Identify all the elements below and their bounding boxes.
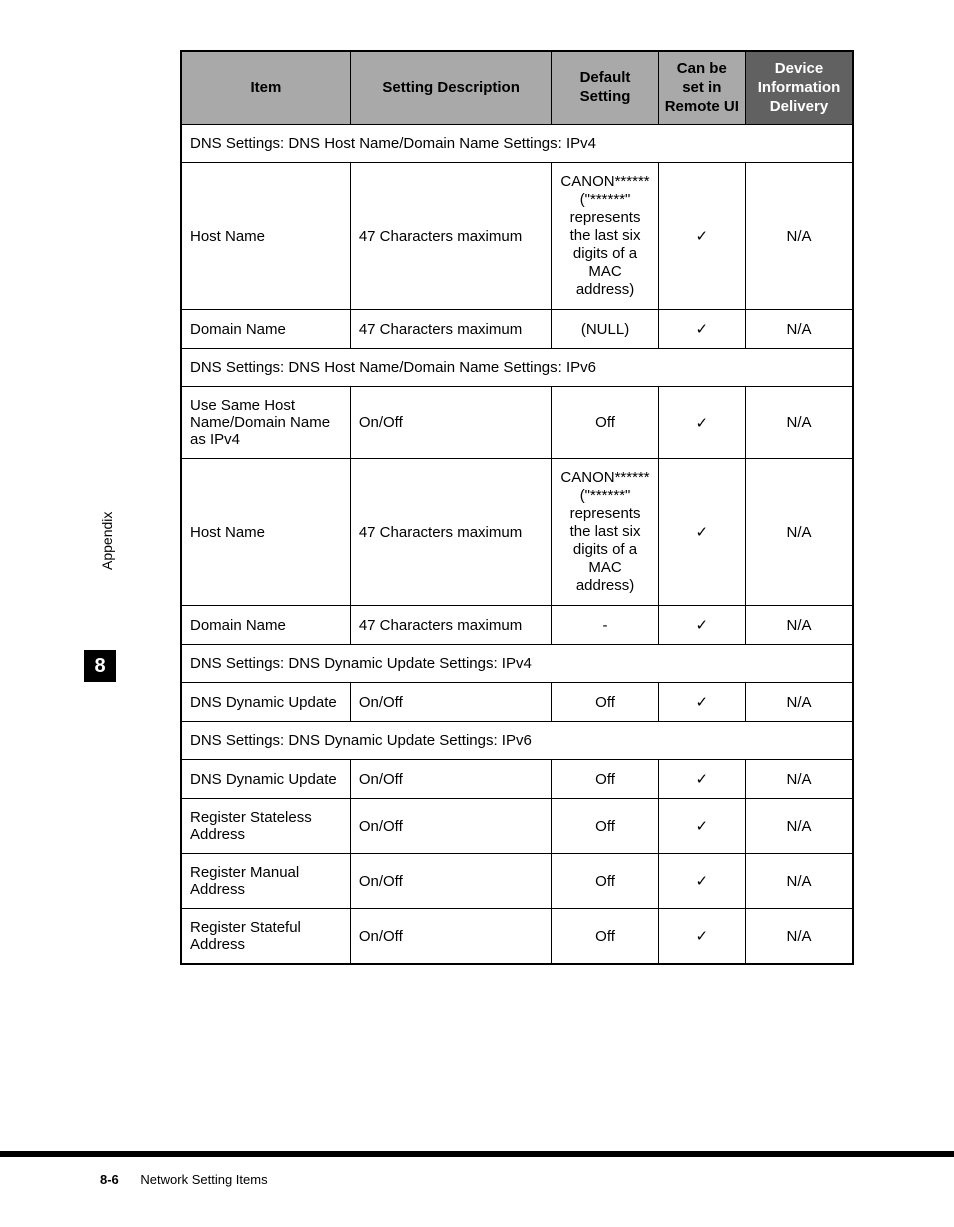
cell-device: N/A [745,760,853,799]
cell-remote: ✓ [658,909,745,965]
cell-desc: On/Off [350,799,552,854]
th-desc: Setting Description [350,51,552,125]
def-top: CANON****** [560,173,649,191]
cell-remote: ✓ [658,799,745,854]
cell-default: Off [552,760,658,799]
cell-default: Off [552,909,658,965]
cell-remote: ✓ [658,760,745,799]
th-remote: Can be set in Remote UI [658,51,745,125]
cell-device: N/A [745,799,853,854]
footer-rule [0,1151,954,1157]
cell-item: Domain Name [181,310,350,349]
cell-device: N/A [745,606,853,645]
section-row: DNS Settings: DNS Host Name/Domain Name … [181,125,853,163]
cell-remote: ✓ [658,387,745,459]
cell-item: DNS Dynamic Update [181,683,350,722]
cell-remote: ✓ [658,683,745,722]
cell-default: Off [552,854,658,909]
table-row: Use Same Host Name/Domain Name as IPv4 O… [181,387,853,459]
cell-device: N/A [745,854,853,909]
cell-item: Register Stateless Address [181,799,350,854]
cell-remote: ✓ [658,854,745,909]
cell-item: Host Name [181,163,350,310]
cell-desc: On/Off [350,387,552,459]
th-default: Default Setting [552,51,658,125]
cell-device: N/A [745,909,853,965]
cell-desc: On/Off [350,683,552,722]
cell-default: Off [552,387,658,459]
cell-desc: 47 Characters maximum [350,459,552,606]
cell-default: - [552,606,658,645]
def-top: CANON****** [560,469,649,487]
cell-default: Off [552,683,658,722]
cell-item: Host Name [181,459,350,606]
cell-device: N/A [745,310,853,349]
cell-device: N/A [745,459,853,606]
side-tab-label: Appendix [99,512,115,570]
cell-item: Use Same Host Name/Domain Name as IPv4 [181,387,350,459]
th-item: Item [181,51,350,125]
th-device: Device Information Delivery [745,51,853,125]
table-row: Register Stateful Address On/Off Off ✓ N… [181,909,853,965]
table-row: DNS Dynamic Update On/Off Off ✓ N/A [181,760,853,799]
table-row: Domain Name 47 Characters maximum (NULL)… [181,310,853,349]
cell-item: DNS Dynamic Update [181,760,350,799]
table-row: DNS Dynamic Update On/Off Off ✓ N/A [181,683,853,722]
cell-desc: On/Off [350,760,552,799]
cell-remote: ✓ [658,310,745,349]
cell-desc: 47 Characters maximum [350,163,552,310]
def-body: represents the last six digits of a MAC … [560,505,649,595]
cell-item: Domain Name [181,606,350,645]
cell-default: CANON****** ("******" represents the las… [552,163,658,310]
table-row: Host Name 47 Characters maximum CANON***… [181,459,853,606]
cell-item: Register Stateful Address [181,909,350,965]
table-row: Register Manual Address On/Off Off ✓ N/A [181,854,853,909]
footer: 8-6 Network Setting Items [100,1172,268,1187]
settings-table: Item Setting Description Default Setting… [180,50,854,965]
section-label: DNS Settings: DNS Host Name/Domain Name … [181,125,853,163]
table-row: Register Stateless Address On/Off Off ✓ … [181,799,853,854]
table-header-row: Item Setting Description Default Setting… [181,51,853,125]
def-body: represents the last six digits of a MAC … [560,209,649,299]
section-label: DNS Settings: DNS Dynamic Update Setting… [181,645,853,683]
side-tab-number: 8 [84,650,116,682]
def-mid: ("******" [560,487,649,505]
section-row: DNS Settings: DNS Host Name/Domain Name … [181,349,853,387]
section-row: DNS Settings: DNS Dynamic Update Setting… [181,722,853,760]
footer-page: 8-6 [100,1172,119,1187]
cell-desc: 47 Characters maximum [350,606,552,645]
cell-desc: On/Off [350,909,552,965]
cell-default: (NULL) [552,310,658,349]
cell-default: CANON****** ("******" represents the las… [552,459,658,606]
section-label: DNS Settings: DNS Host Name/Domain Name … [181,349,853,387]
cell-default: Off [552,799,658,854]
footer-title: Network Setting Items [140,1172,267,1187]
section-label: DNS Settings: DNS Dynamic Update Setting… [181,722,853,760]
table-row: Host Name 47 Characters maximum CANON***… [181,163,853,310]
cell-device: N/A [745,683,853,722]
cell-remote: ✓ [658,163,745,310]
cell-device: N/A [745,387,853,459]
def-mid: ("******" [560,191,649,209]
table-row: Domain Name 47 Characters maximum - ✓ N/… [181,606,853,645]
cell-device: N/A [745,163,853,310]
cell-desc: On/Off [350,854,552,909]
cell-remote: ✓ [658,459,745,606]
cell-item: Register Manual Address [181,854,350,909]
section-row: DNS Settings: DNS Dynamic Update Setting… [181,645,853,683]
cell-remote: ✓ [658,606,745,645]
cell-desc: 47 Characters maximum [350,310,552,349]
